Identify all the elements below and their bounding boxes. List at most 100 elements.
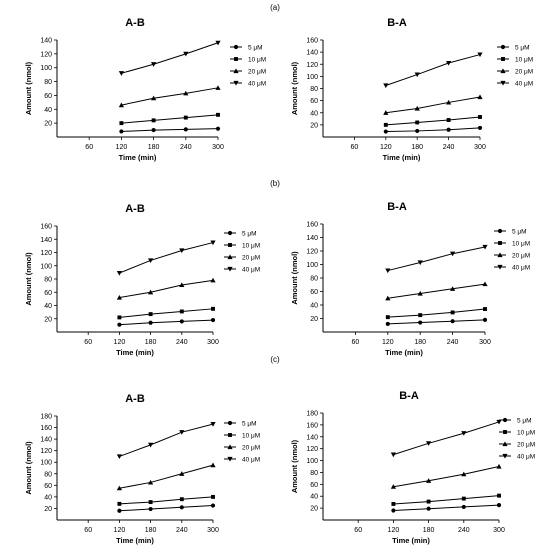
series-line [387, 319, 486, 325]
series-1 [117, 317, 216, 327]
legend-marker [498, 241, 502, 245]
data-point [383, 83, 389, 89]
series-2 [385, 307, 487, 320]
data-point [414, 72, 420, 78]
y-axis-label: Amount (nmol) [24, 441, 33, 495]
data-point [148, 258, 154, 264]
series-line [393, 495, 500, 505]
legend-marker [227, 444, 233, 450]
data-point [390, 484, 396, 489]
data-point [478, 115, 482, 119]
data-point [446, 99, 452, 105]
data-point [477, 125, 483, 130]
data-point [461, 431, 467, 436]
x-tick-label: 180 [411, 144, 423, 151]
chart-title: A-B [125, 203, 145, 215]
data-point [210, 422, 216, 427]
data-point [426, 499, 431, 504]
data-point [148, 500, 153, 505]
legend-marker [497, 264, 503, 270]
y-tick-label: 40 [310, 494, 318, 501]
legend-label: 10 μM [248, 57, 266, 64]
legend-label: 10 μM [512, 241, 530, 248]
series-line [121, 87, 219, 106]
legend-label: 10 μM [242, 433, 260, 440]
data-point [179, 309, 184, 314]
y-tick-label: 120 [306, 446, 318, 453]
data-point [211, 306, 215, 311]
data-point [148, 506, 153, 512]
data-point [117, 501, 122, 506]
legend: 5 μM 10 μM 20 μM 40 μM [494, 229, 530, 272]
data-point [461, 471, 467, 477]
legend-marker [500, 44, 506, 50]
legend-marker [500, 68, 506, 74]
data-point [450, 251, 456, 257]
x-axis-label: Time (min) [383, 153, 421, 162]
series-3 [116, 277, 216, 300]
y-tick-label: 100 [306, 458, 318, 465]
legend-label: 5 μM [242, 421, 257, 428]
y-tick-label: 160 [40, 224, 52, 231]
x-axis-label: Time (min) [392, 536, 430, 545]
legend-marker [502, 417, 508, 423]
y-tick-label: 60 [310, 482, 318, 489]
legend: 5 μM 10 μM 20 μM 40 μM [230, 45, 266, 88]
data-point [151, 62, 157, 67]
legend-label: 40 μM [512, 265, 530, 272]
data-point [148, 320, 153, 325]
data-point [215, 40, 221, 46]
data-point [118, 71, 124, 76]
y-tick-label: 80 [310, 276, 318, 283]
legend-marker [227, 456, 233, 462]
legend-label: 10 μM [515, 57, 533, 64]
x-tick-label: 300 [212, 144, 224, 151]
series-2 [383, 115, 482, 127]
series-4 [118, 40, 221, 76]
data-point [461, 496, 466, 501]
legend-label: 20 μM [248, 69, 266, 76]
legend-marker [502, 453, 508, 459]
data-point [446, 118, 451, 122]
data-point [426, 506, 431, 511]
data-point [385, 295, 391, 301]
legend-marker [503, 430, 507, 434]
y-tick-label: 100 [40, 65, 52, 72]
series-line [119, 319, 214, 326]
data-point [183, 51, 189, 57]
legend-label: 40 μM [242, 267, 260, 274]
legend-label: 20 μM [517, 442, 535, 449]
data-point [179, 497, 184, 502]
x-axis-label: Time (min) [385, 348, 423, 357]
legend: 5 μM 10 μM 20 μM 40 μM [497, 45, 533, 88]
legend-label: 20 μM [515, 69, 533, 76]
y-tick-label: 100 [40, 460, 52, 467]
legend-label: 10 μM [242, 243, 260, 250]
chart-title: A-B [125, 17, 145, 29]
legend-marker [228, 243, 232, 247]
series-line [119, 242, 214, 274]
chart-2: B-A 20 40 60 80 100 120 140 160 60 120 180 240 300 Tim… [290, 17, 533, 162]
y-tick-label: 80 [310, 470, 318, 477]
x-tick-label: 60 [352, 339, 360, 346]
data-point [117, 508, 122, 513]
data-point [415, 128, 420, 134]
data-point [477, 94, 483, 100]
legend-marker [227, 266, 233, 272]
data-point [385, 321, 390, 326]
data-point [496, 463, 502, 469]
legend-marker [233, 44, 239, 50]
legend-label: 5 μM [512, 229, 527, 236]
series-line [387, 246, 486, 272]
y-tick-label: 60 [44, 483, 52, 490]
series-line [387, 283, 486, 299]
data-point [183, 127, 188, 132]
series-line [393, 466, 500, 488]
panel-label-a: (a) [270, 3, 280, 12]
data-point [418, 313, 423, 318]
y-tick-label: 80 [310, 86, 318, 93]
x-tick-label: 180 [145, 527, 157, 534]
series-3 [116, 462, 216, 491]
x-tick-label: 180 [145, 339, 157, 346]
legend-marker [227, 420, 233, 426]
